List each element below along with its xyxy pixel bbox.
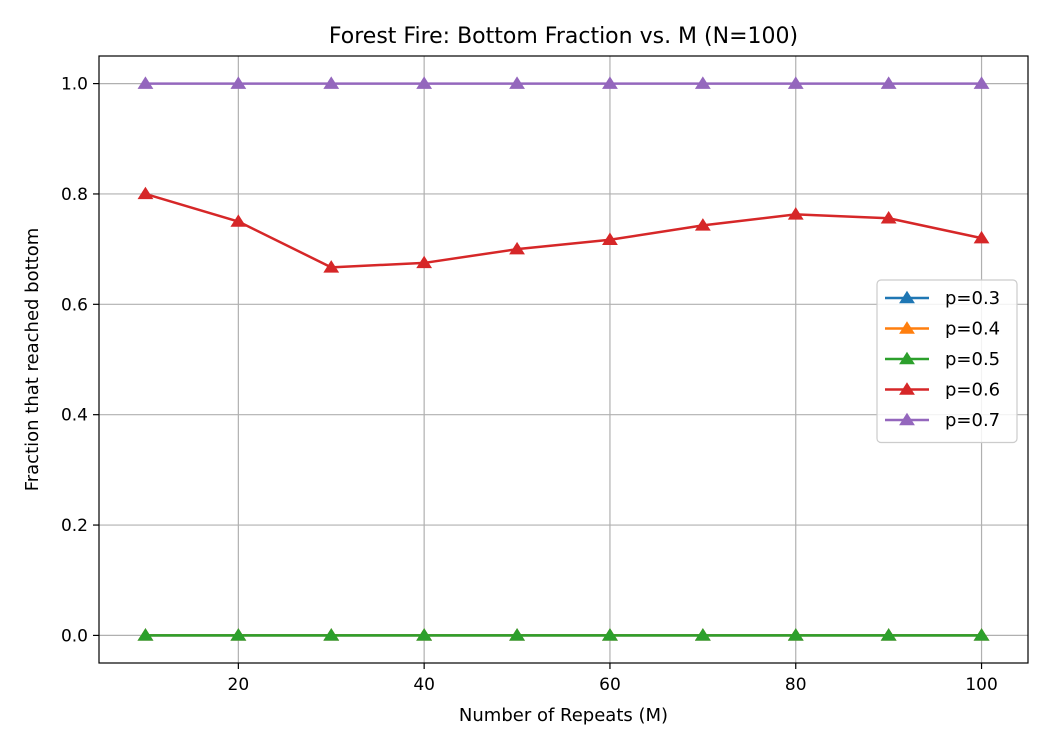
- series-layer: [137, 76, 990, 641]
- data-point: [602, 628, 618, 641]
- legend-item: p=0.7: [885, 410, 1000, 431]
- legend-label: p=0.7: [945, 410, 1000, 431]
- legend-box: [876, 279, 1018, 444]
- y-tick-label: 0.2: [61, 516, 88, 536]
- y-tick-label: 0.4: [61, 406, 88, 426]
- data-point: [787, 628, 804, 641]
- data-point: [880, 628, 897, 641]
- data-point: [509, 241, 525, 255]
- legend-swatch-marker: [899, 412, 915, 426]
- y-tick-label: 1.0: [61, 75, 88, 95]
- data-point: [323, 628, 340, 641]
- data-point: [230, 214, 247, 227]
- data-point: [230, 628, 247, 641]
- legend-item: p=0.3: [885, 288, 1000, 309]
- data-point: [602, 76, 618, 89]
- ticks: 20 40 60 80 100 0.0 0.2 0.4 0.6 0.8 1.0: [61, 75, 998, 695]
- legend-item: p=0.4: [885, 319, 1000, 340]
- legend-swatch-marker: [899, 351, 915, 365]
- legend-label: p=0.5: [945, 349, 1000, 370]
- data-point: [416, 76, 433, 89]
- x-tick-label: 60: [599, 675, 621, 695]
- legend-label: p=0.4: [945, 319, 1000, 340]
- x-tick-label: 20: [228, 675, 250, 695]
- plot-frame: [98, 55, 1029, 664]
- data-point: [787, 76, 804, 89]
- legend-item: p=0.5: [885, 349, 1000, 370]
- series-line: [145, 192, 982, 269]
- legend-item: p=0.6: [885, 380, 1000, 401]
- data-point: [416, 255, 433, 269]
- data-point: [137, 186, 154, 200]
- series-p=0.7: [137, 76, 990, 89]
- data-point: [137, 628, 154, 641]
- data-point: [880, 76, 897, 89]
- data-point: [416, 628, 433, 641]
- legend: p=0.3 p=0.4 p=0.5 p=0.6 p=0.7: [876, 279, 1018, 444]
- data-point: [787, 207, 804, 220]
- chart-title: Forest Fire: Bottom Fraction vs. M (N=10…: [329, 24, 798, 49]
- data-point: [694, 76, 711, 89]
- legend-label: p=0.6: [945, 380, 1000, 401]
- series-p=0.5: [137, 628, 990, 641]
- x-tick-label: 80: [785, 675, 807, 695]
- legend-swatch-marker: [899, 290, 915, 304]
- y-axis-label: Fraction that reached bottom: [22, 228, 43, 492]
- data-point: [694, 218, 711, 231]
- data-point: [973, 628, 990, 641]
- x-axis-label: Number of Repeats (M): [459, 705, 668, 726]
- data-point: [880, 211, 897, 224]
- y-tick-label: 0.6: [61, 295, 88, 315]
- data-point: [323, 260, 340, 273]
- data-point: [323, 76, 340, 89]
- data-point: [509, 76, 525, 89]
- x-tick-label: 100: [965, 675, 997, 695]
- data-point: [602, 232, 618, 245]
- data-point: [137, 76, 154, 89]
- series-p=0.6: [137, 186, 990, 273]
- y-tick-label: 0.8: [61, 185, 88, 205]
- data-point: [230, 76, 247, 89]
- data-point: [973, 230, 990, 244]
- data-point: [694, 628, 711, 641]
- y-tick-label: 0.0: [61, 626, 88, 646]
- legend-swatch-marker: [899, 321, 915, 334]
- x-tick-label: 40: [413, 675, 435, 695]
- legend-label: p=0.3: [945, 288, 1000, 309]
- data-point: [973, 76, 990, 89]
- data-point: [509, 628, 525, 641]
- legend-swatch-marker: [899, 382, 915, 395]
